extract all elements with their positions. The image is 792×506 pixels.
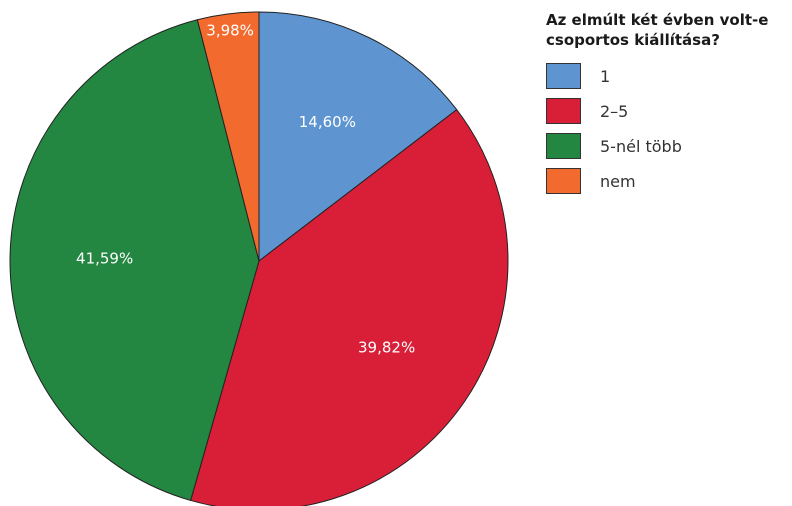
slice-data-label-3: 3,98% [206,22,254,40]
legend-item-1: 2–5 [546,98,792,124]
pie-slice-0 [258,11,458,263]
legend-swatch-0 [546,63,581,89]
legend-swatch-2 [546,133,581,159]
legend: Az elmúlt két évben volt-e csoportos kiá… [546,10,792,203]
legend-swatch-1 [546,98,581,124]
slice-data-label-2: 41,59% [76,249,133,267]
pie-slice-3 [196,11,260,262]
legend-item-0: 1 [546,63,792,89]
pie-slice-1 [190,108,509,506]
legend-label-0: 1 [600,66,611,86]
legend-item-3: nem [546,168,792,194]
legend-swatch-3 [546,168,581,194]
slice-data-label-1: 39,82% [358,338,415,356]
slice-data-label-0: 14,60% [299,113,356,131]
legend-items: 1 2–5 5-nél több nem [546,63,792,194]
legend-label-3: nem [600,171,636,191]
legend-item-2: 5-nél több [546,133,792,159]
legend-label-1: 2–5 [600,101,629,121]
legend-title: Az elmúlt két évben volt-e csoportos kiá… [546,11,769,49]
pie-slice-2 [9,19,260,502]
legend-label-2: 5-nél több [600,136,682,156]
